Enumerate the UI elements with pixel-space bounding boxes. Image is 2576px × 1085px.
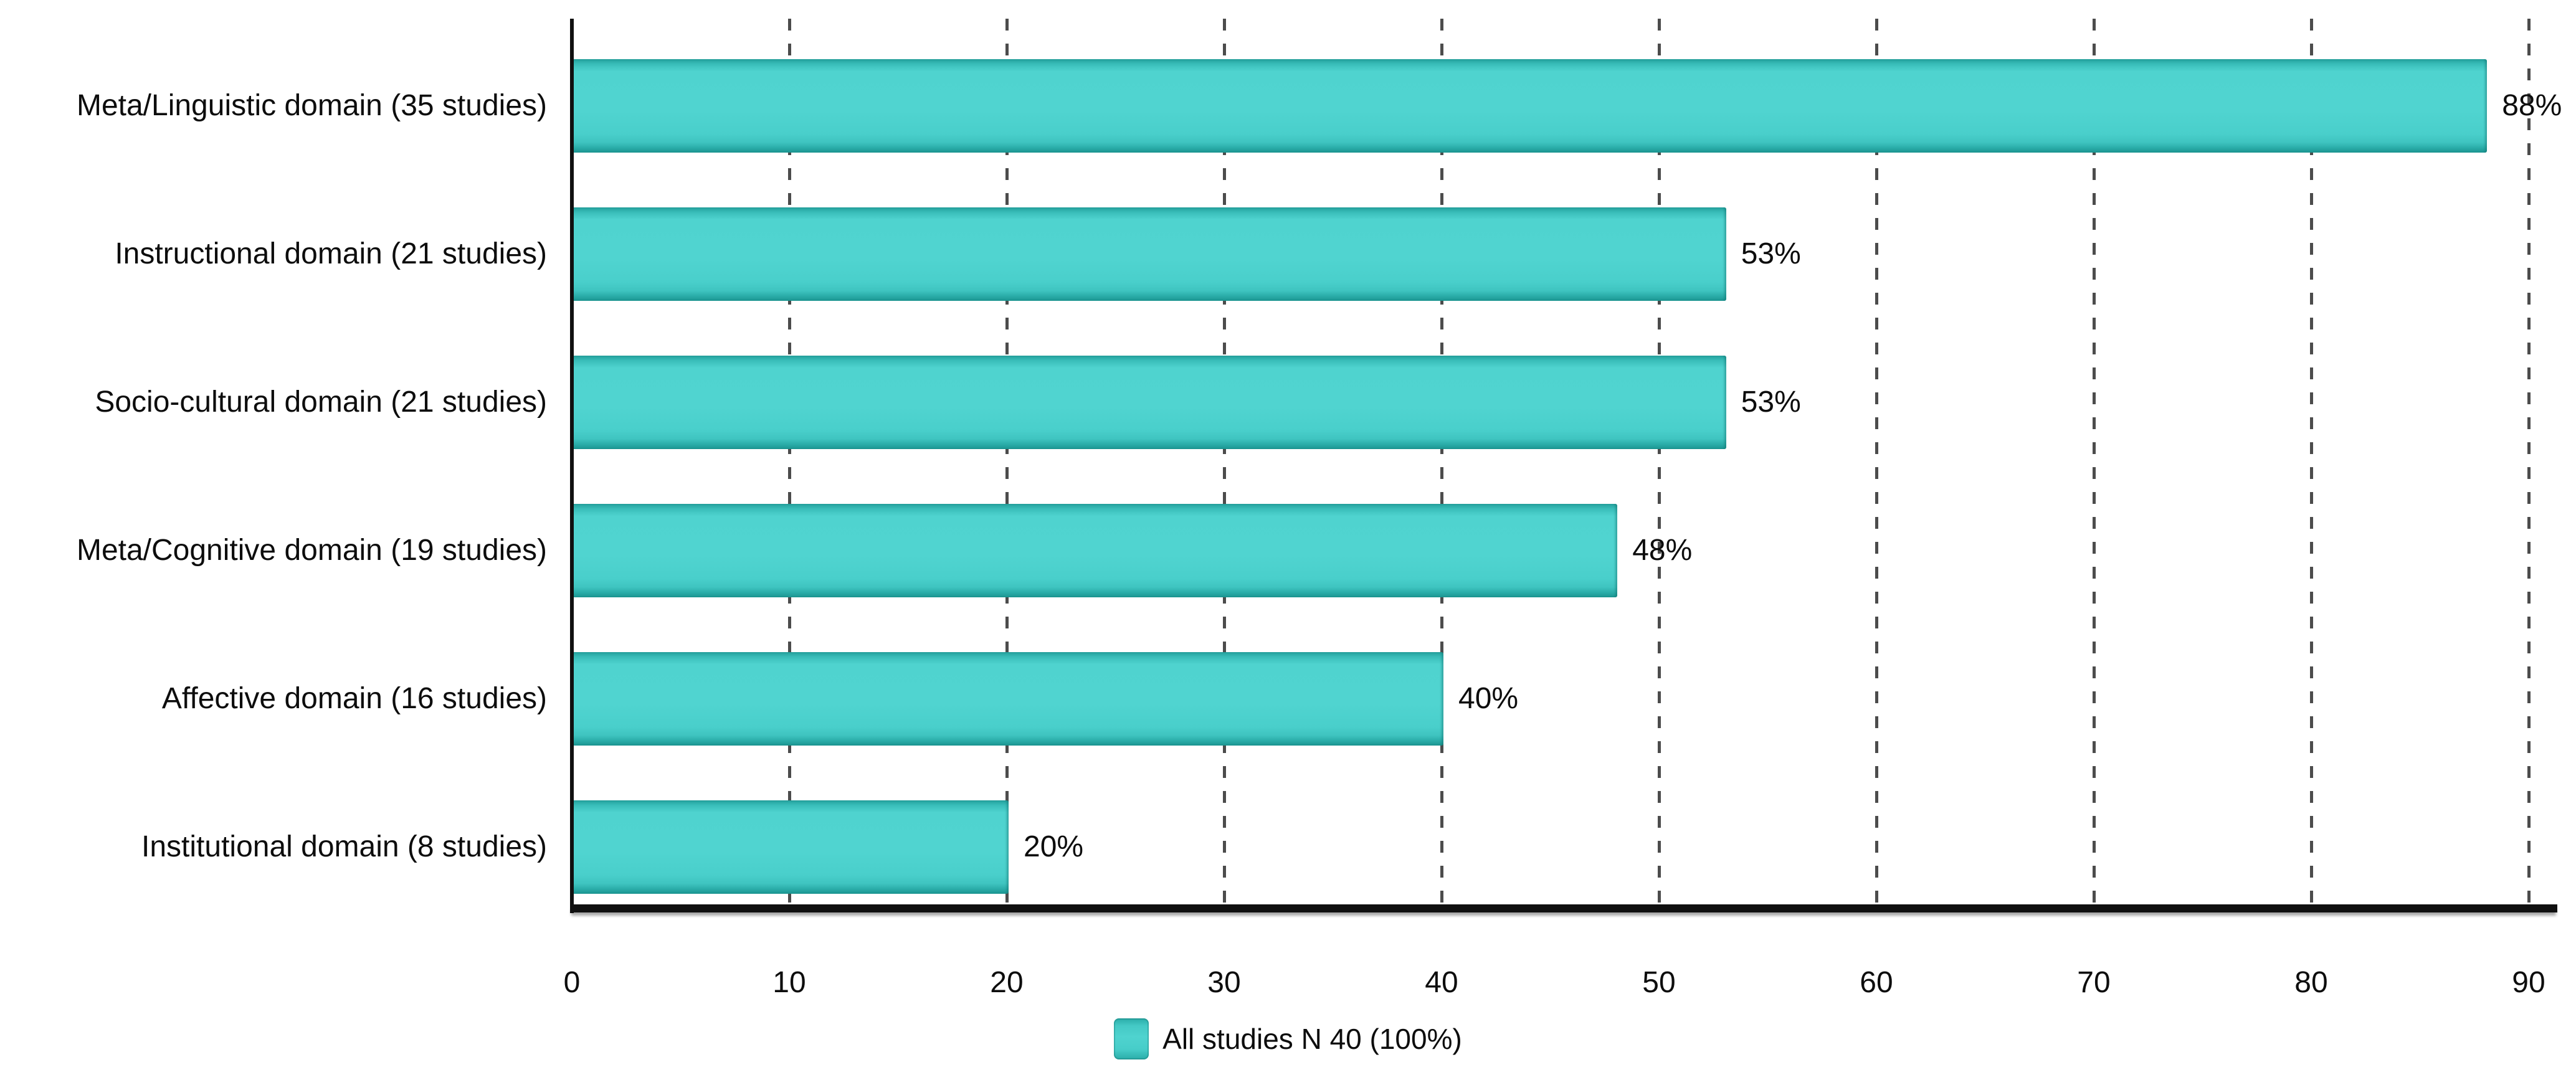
x-tick-label: 0 <box>563 966 581 999</box>
category-label: Meta/Cognitive domain (19 studies) <box>76 534 547 567</box>
x-tick-label: 20 <box>990 966 1024 999</box>
bar <box>574 504 1618 597</box>
x-tick-label: 40 <box>1425 966 1458 999</box>
x-tick-label: 50 <box>1642 966 1676 999</box>
x-tick-label: 70 <box>2077 966 2111 999</box>
gridline <box>1005 19 1009 904</box>
x-tick-label: 90 <box>2512 966 2545 999</box>
gridline <box>1875 19 1878 904</box>
gridline <box>788 19 791 904</box>
gridline <box>2310 19 2313 904</box>
category-label: Instructional domain (21 studies) <box>115 237 547 270</box>
bar <box>574 652 1443 746</box>
bar <box>574 207 1726 301</box>
category-label: Meta/Linguistic domain (35 studies) <box>76 89 547 122</box>
gridline <box>1223 19 1226 904</box>
x-axis-line <box>570 904 2557 912</box>
category-label: Institutional domain (8 studies) <box>141 830 547 863</box>
bar-value-label: 53% <box>1741 237 1801 270</box>
x-tick-label: 10 <box>772 966 806 999</box>
legend-swatch <box>1114 1018 1149 1059</box>
x-tick-label: 80 <box>2294 966 2328 999</box>
bar <box>574 800 1009 894</box>
bar-value-label: 40% <box>1458 682 1519 715</box>
bar <box>574 356 1726 449</box>
x-tick-label: 30 <box>1207 966 1241 999</box>
bar <box>574 59 2488 153</box>
gridline <box>1658 19 1661 904</box>
x-tick-label: 60 <box>1860 966 1893 999</box>
gridline <box>2093 19 2096 904</box>
bar-value-label: 20% <box>1024 830 1084 863</box>
category-label: Socio-cultural domain (21 studies) <box>95 386 547 419</box>
gridline <box>1440 19 1443 904</box>
bar-value-label: 88% <box>2502 89 2562 122</box>
y-axis-line <box>570 19 574 913</box>
legend-label: All studies N 40 (100%) <box>1162 1023 1462 1055</box>
category-label: Affective domain (16 studies) <box>161 682 547 715</box>
gridline <box>2527 19 2531 904</box>
bar-value-label: 48% <box>1632 534 1693 567</box>
legend: All studies N 40 (100%) <box>0 1008 2576 1070</box>
bar-value-label: 53% <box>1741 386 1801 419</box>
